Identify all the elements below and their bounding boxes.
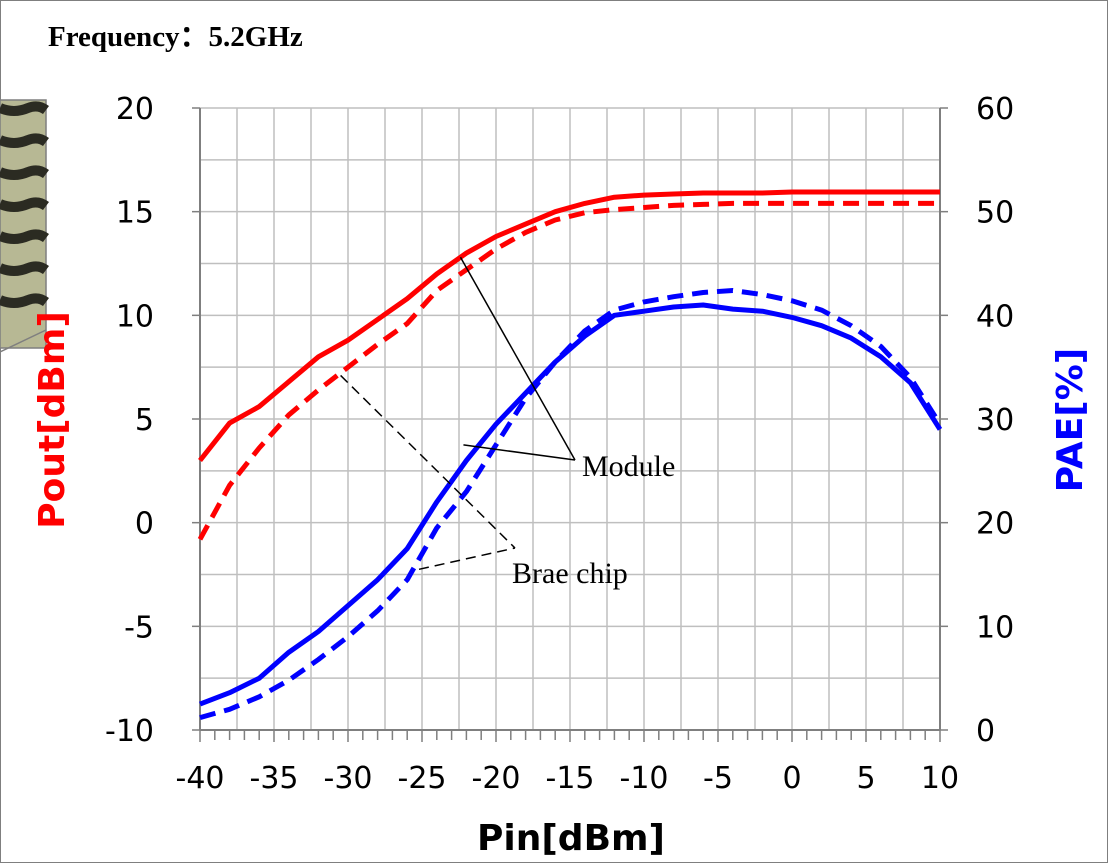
x-tick-label: -30 <box>324 761 373 796</box>
x-tick-label: -20 <box>472 761 521 796</box>
grid <box>199 107 941 731</box>
annotation-leader-line <box>418 547 516 571</box>
y-left-tick-label: 5 <box>135 403 154 438</box>
x-axis-label: Pin[dBm] <box>477 818 665 859</box>
x-tick-label: -35 <box>250 761 299 796</box>
x-tick-label: -5 <box>703 761 733 796</box>
chip-photo-fragment <box>0 99 49 353</box>
series-line-pout-dashed <box>197 200 940 541</box>
y-left-tick-label: -5 <box>124 610 154 645</box>
y-left-tick-label: 10 <box>116 299 154 334</box>
y-left-tick-label: 15 <box>116 196 154 231</box>
annotation-label: Module <box>582 450 675 483</box>
y-right-tick-label: 50 <box>976 196 1014 231</box>
x-tick-label: -25 <box>398 761 447 796</box>
series-line-pae-dashed <box>199 288 943 721</box>
annotation-label: Brae chip <box>512 557 628 590</box>
y-right-tick-label: 20 <box>976 507 1014 542</box>
axes: -40 -35 -30 -25 -20 -15 -10 -5 0 5 10 -10 -5 0 5 10 15 20… <box>105 92 1014 796</box>
y-left-tick-label: 20 <box>116 92 154 127</box>
y-left-axis-label: Pout[dBm] <box>32 311 73 529</box>
x-tick-label: -10 <box>620 761 669 796</box>
x-tick-label: -40 <box>176 761 225 796</box>
series-line-pout-solid <box>198 189 940 463</box>
x-tick-label: -15 <box>546 761 595 796</box>
y-right-tick-label: 0 <box>976 714 995 749</box>
y-right-tick-label: 30 <box>976 403 1014 438</box>
y-left-tick-label: -10 <box>105 714 154 749</box>
x-tick-label: 0 <box>782 761 801 796</box>
x-tick-label: 10 <box>921 761 959 796</box>
y-right-axis-label: PAE[%] <box>1050 348 1091 493</box>
annotation-leader-line <box>463 444 576 461</box>
y-right-tick-label: 10 <box>976 610 1014 645</box>
series-group <box>197 189 943 721</box>
annotation-leader-line <box>340 374 516 549</box>
annotations: Module Brae chip <box>340 256 675 590</box>
y-right-tick-label: 60 <box>976 92 1014 127</box>
annotation-leader-line <box>459 256 576 461</box>
x-tick-label: 5 <box>856 761 875 796</box>
y-right-tick-label: 40 <box>976 299 1014 334</box>
y-left-tick-label: 0 <box>135 507 154 542</box>
chart-title: Frequency：5.2GHz <box>48 21 303 53</box>
